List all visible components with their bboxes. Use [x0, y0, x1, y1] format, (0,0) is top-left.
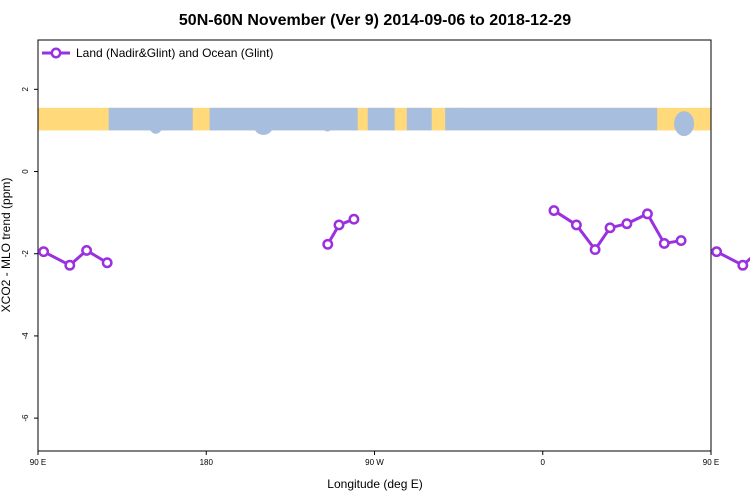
- data-point: [621, 218, 633, 230]
- map-ocean: [209, 107, 358, 131]
- map-ocean: [367, 107, 395, 131]
- y-axis: 2 0 -2 -4 -6: [21, 87, 38, 422]
- x-tick-label: 90 E: [703, 458, 719, 467]
- map-ocean: [253, 114, 274, 135]
- world-map-strip: [38, 107, 711, 137]
- map-ocean: [453, 107, 470, 126]
- series-line: [42, 248, 108, 267]
- y-tick-label: -6: [21, 414, 30, 422]
- data-point: [348, 213, 360, 225]
- y-tick-label: 2: [21, 87, 30, 92]
- x-tick-label: 180: [200, 458, 214, 467]
- x-tick-label: 90 E: [30, 458, 46, 467]
- data-point: [333, 219, 345, 231]
- y-axis-label: XCO2 - MLO trend (ppm): [0, 178, 13, 313]
- x-axis: 90 E 180 90 W 0 90 E: [30, 451, 719, 467]
- data-point: [64, 259, 76, 271]
- data-point: [570, 219, 582, 231]
- x-tick-label: 90 W: [365, 458, 384, 467]
- map-ocean: [406, 107, 432, 131]
- data-point: [675, 235, 687, 247]
- data-point: [322, 238, 334, 250]
- data-point: [604, 222, 616, 234]
- legend-marker: [50, 47, 62, 59]
- x-axis-label: Longitude (deg E): [327, 477, 422, 491]
- legend: Land (Nadir&Glint) and Ocean (Glint): [42, 46, 273, 60]
- data-point: [641, 208, 653, 220]
- data-point: [548, 205, 560, 217]
- y-tick-label: 0: [21, 169, 30, 174]
- y-tick-label: -4: [21, 332, 30, 340]
- series-line: [715, 250, 750, 267]
- series-layer: [38, 205, 750, 271]
- data-point: [38, 246, 50, 258]
- map-ocean: [674, 111, 695, 137]
- map-ocean: [445, 107, 658, 131]
- map-ocean: [147, 108, 164, 134]
- data-point: [589, 244, 601, 256]
- plot-area: [37, 39, 712, 452]
- y-tick-label: -2: [21, 250, 30, 258]
- data-point: [658, 237, 670, 249]
- chart-title: 50N-60N November (Ver 9) 2014-09-06 to 2…: [179, 12, 571, 29]
- data-point: [711, 246, 723, 258]
- data-point: [101, 257, 113, 269]
- legend-label: Land (Nadir&Glint) and Ocean (Glint): [76, 46, 273, 60]
- data-point: [737, 259, 749, 271]
- map-ocean: [321, 108, 334, 132]
- data-point: [81, 244, 93, 256]
- x-tick-label: 0: [541, 458, 546, 467]
